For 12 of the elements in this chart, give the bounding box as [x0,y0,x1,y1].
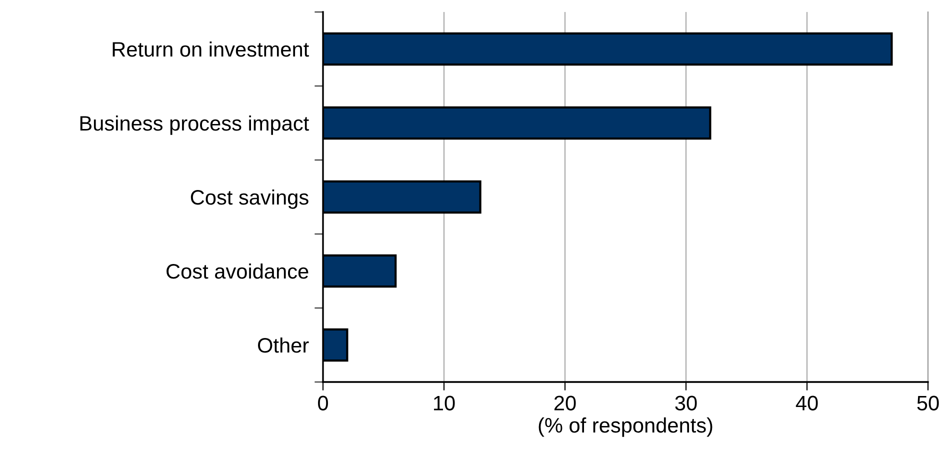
x-tick-label: 50 [917,396,939,410]
y-tick-label: Business process impact [80,115,309,135]
y-tick-label: Return on investment [112,41,309,57]
x-tick-label: 20 [554,396,576,410]
x-tick-label: 40 [796,396,818,410]
x-tick-label: 10 [434,396,455,410]
x-axis-title: (% of respondents) [538,417,712,437]
y-tick-label: Cost avoidance [166,263,308,279]
x-tick-label: 30 [675,396,697,410]
y-tick-label: Cost savings [190,189,308,209]
y-tick-label: Other [258,337,309,353]
x-tick-label: 0 [318,396,328,410]
